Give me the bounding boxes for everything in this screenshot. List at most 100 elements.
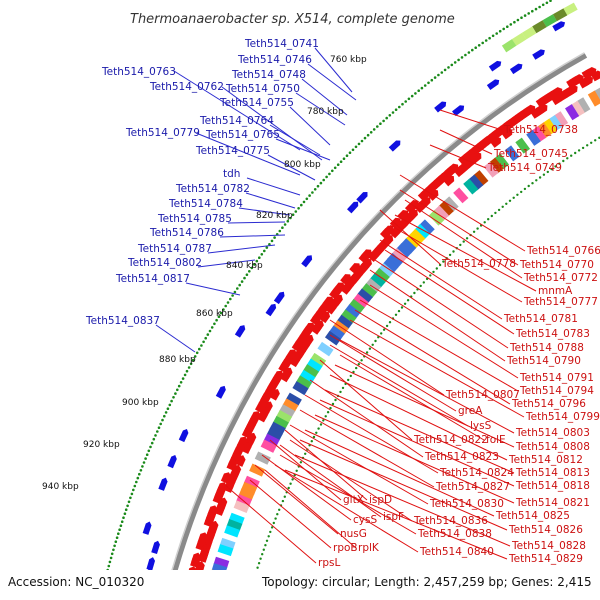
gene-label[interactable]: Teth514_0775 [195, 145, 270, 157]
gene-label[interactable]: tdh [223, 168, 240, 180]
gene-label[interactable]: Teth514_0824 [439, 467, 514, 479]
track-dot [164, 411, 168, 414]
gene-label[interactable]: rpoB [333, 542, 358, 554]
gene-label[interactable]: Teth514_0785 [157, 213, 232, 225]
track-dot [152, 437, 156, 441]
gene-label[interactable]: Teth514_0794 [519, 385, 594, 397]
track-dot [467, 51, 471, 54]
feature-block [302, 364, 319, 379]
feature-block [531, 126, 547, 143]
gene-label[interactable]: Teth514_0823 [424, 451, 499, 463]
feature-block [501, 39, 517, 53]
track-dot [481, 41, 485, 45]
track-dot [471, 48, 474, 52]
gene-label[interactable]: Teth514_0807 [445, 389, 520, 401]
gene-label[interactable]: Teth514_0784 [168, 198, 243, 210]
leader-line [384, 249, 515, 335]
gene-label[interactable]: Teth514_0750 [225, 83, 300, 95]
gene-label[interactable]: mnmA [538, 285, 573, 297]
gene-label[interactable]: Teth514_0770 [519, 259, 594, 271]
feature-block [269, 421, 286, 436]
gene-label[interactable]: Teth514_0782 [175, 183, 250, 195]
scale-ticks: 760 kbp 780 kbp 800 kbp 820 kbp 840 kbp … [42, 55, 367, 492]
gene-label[interactable]: Teth514_0808 [515, 441, 590, 453]
reverse-gene-arrow [434, 101, 447, 113]
gene-label[interactable]: Teth514_0763 [101, 66, 176, 78]
gene-label[interactable]: cysS [353, 514, 377, 526]
track-dot [208, 329, 212, 333]
feature-block [405, 233, 421, 249]
gene-label[interactable]: Teth514_0818 [515, 480, 590, 492]
leader-line [439, 129, 493, 155]
gene-label[interactable]: Teth514_0812 [508, 454, 583, 466]
gene-label[interactable]: Teth514_0840 [419, 546, 494, 558]
gene-label[interactable]: Teth514_0821 [515, 497, 590, 509]
gene-label[interactable]: Teth514_0764 [199, 115, 274, 127]
gene-label[interactable]: Teth514_0837 [85, 315, 160, 327]
gene-label[interactable]: Teth514_0817 [115, 273, 190, 285]
track-dot [110, 552, 114, 556]
track-dot [374, 339, 377, 343]
track-dot [523, 187, 527, 191]
gene-label[interactable]: Teth514_0746 [237, 54, 312, 66]
track-dot [319, 181, 323, 185]
track-dot [252, 580, 254, 582]
gene-label[interactable]: Teth514_0827 [435, 481, 510, 493]
reverse-gene-arrow [356, 192, 368, 204]
gene-label[interactable]: rpsL [318, 557, 340, 569]
track-dot [115, 536, 119, 539]
gene-label[interactable]: Teth514_0781 [503, 313, 578, 325]
gene-label[interactable]: Teth514_0766 [526, 245, 600, 257]
leader-line [301, 78, 348, 116]
feature-block [473, 170, 489, 187]
gene-label[interactable]: Teth514_0755 [219, 97, 294, 109]
accession-text: Accession: NC_010320 [8, 575, 144, 589]
gene-label[interactable]: Teth514_0787 [137, 243, 212, 255]
gene-label[interactable]: Teth514_0836 [413, 515, 488, 527]
gene-label[interactable]: Teth514_0790 [506, 355, 581, 367]
gene-label[interactable]: Teth514_0741 [244, 38, 319, 50]
gene-label[interactable]: Teth514_0829 [508, 553, 583, 565]
gene-label[interactable]: Teth514_0799 [525, 411, 600, 423]
gene-label[interactable]: Teth514_0765 [205, 129, 280, 141]
gene-label[interactable]: Teth514_0838 [417, 528, 492, 540]
gene-label[interactable]: Teth514_0828 [511, 540, 586, 552]
gene-label[interactable]: Teth514_0796 [511, 398, 586, 410]
track-dot [149, 445, 152, 449]
gene-label[interactable]: Teth514_0778 [441, 258, 516, 270]
gene-label[interactable]: ispD [369, 494, 392, 506]
gene-label[interactable]: lysS [470, 420, 492, 432]
gene-label[interactable]: Teth514_0738 [503, 124, 578, 136]
leader-line [314, 414, 515, 504]
gene-label[interactable]: Teth514_0788 [509, 342, 584, 354]
gene-label[interactable]: Teth514_0745 [493, 148, 568, 160]
gene-label[interactable]: Teth514_0791 [519, 372, 594, 384]
gene-label[interactable]: folE [486, 434, 506, 446]
leader-line [299, 409, 435, 488]
gene-label[interactable]: Teth514_0830 [429, 498, 504, 510]
gene-label[interactable]: Teth514_0825 [495, 510, 570, 522]
gene-label[interactable]: nusG [340, 528, 367, 540]
track-dot [388, 321, 392, 324]
track-dot [331, 402, 335, 406]
gene-label[interactable]: ispF [383, 511, 404, 523]
gene-label[interactable]: Teth514_0762 [149, 81, 224, 93]
gene-label[interactable]: Teth514_0802 [127, 257, 202, 269]
gene-label[interactable]: Teth514_0786 [149, 227, 224, 239]
gene-label[interactable]: Teth514_0777 [523, 296, 598, 308]
track-dot [189, 362, 193, 366]
gene-label[interactable]: Teth514_0783 [515, 328, 590, 340]
gene-label[interactable]: greA [458, 405, 483, 417]
gene-label[interactable]: Teth514_0748 [231, 69, 306, 81]
track-dot [179, 381, 183, 384]
gene-label[interactable]: Teth514_0772 [523, 272, 598, 284]
gene-label[interactable]: Teth514_0826 [508, 524, 583, 536]
gene-label[interactable]: Teth514_0749 [487, 162, 562, 174]
gene-label[interactable]: rplK [358, 542, 380, 554]
gene-label[interactable]: Teth514_0813 [515, 467, 590, 479]
gene-label[interactable]: Teth514_0822 [413, 434, 488, 446]
gene-label[interactable]: Teth514_0779 [125, 127, 200, 139]
gene-label[interactable]: Teth514_0803 [515, 427, 590, 439]
track-dot [554, 165, 557, 168]
gene-label[interactable]: gltX [343, 494, 364, 506]
